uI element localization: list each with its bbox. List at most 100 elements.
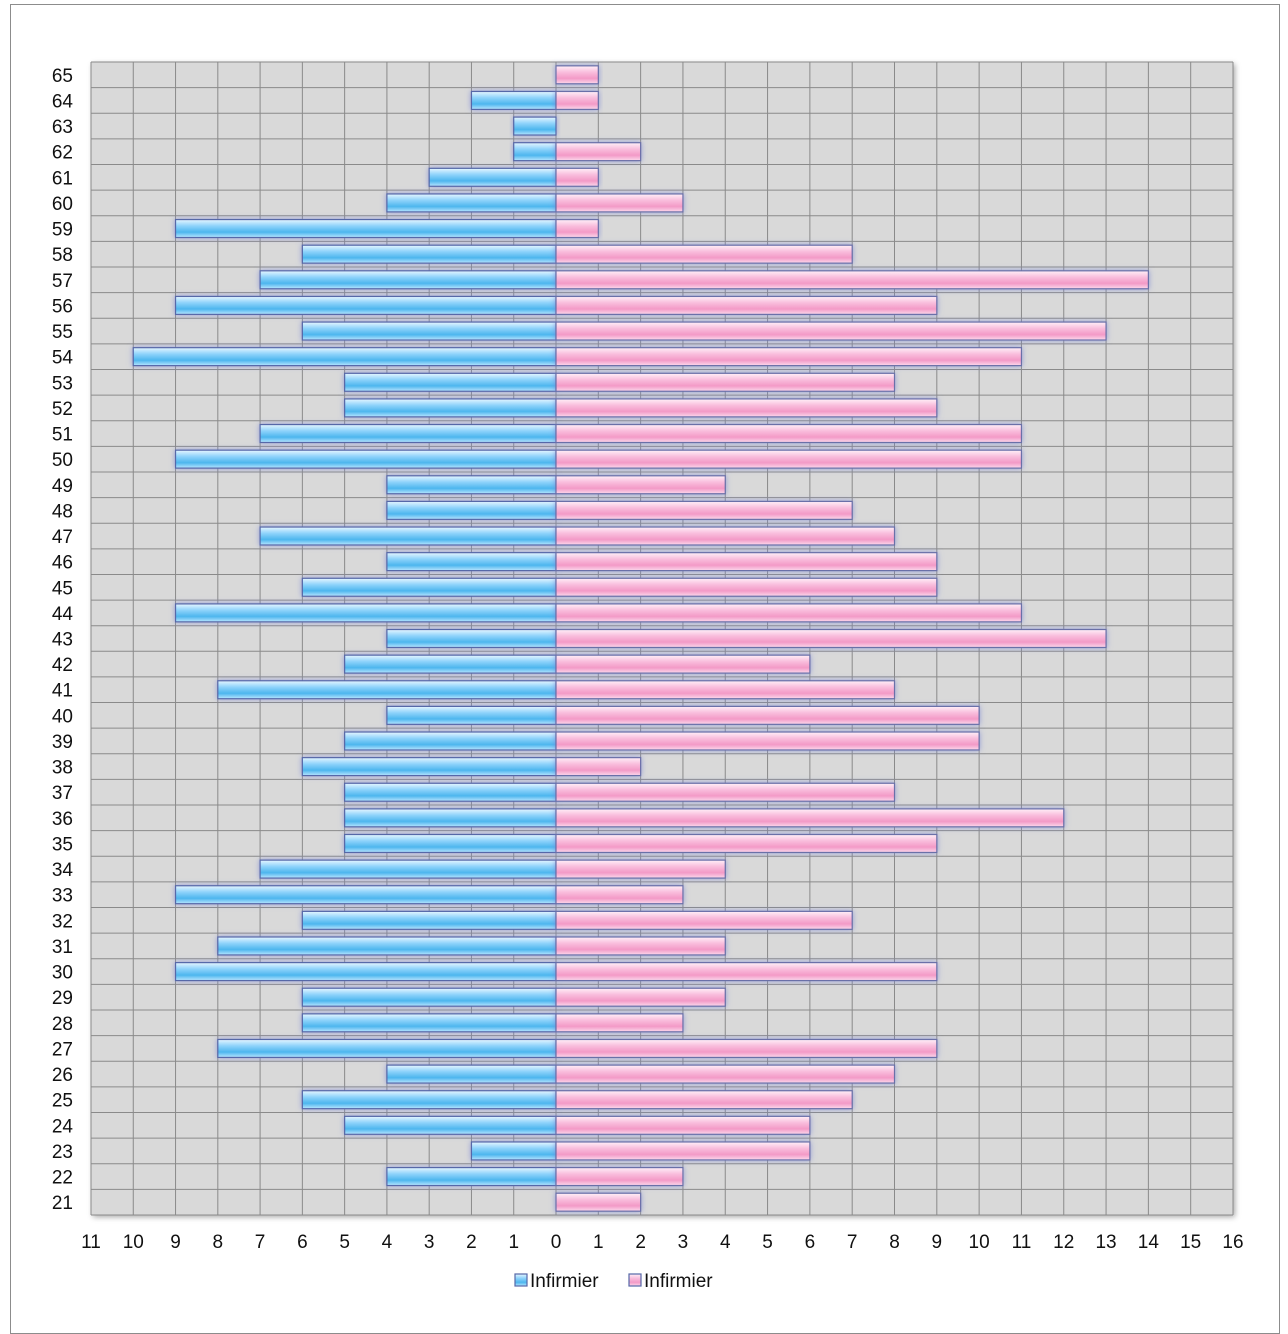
bar-right-age-37 bbox=[555, 782, 896, 802]
bar-right-age-62 bbox=[555, 142, 642, 162]
bar-left-age-36 bbox=[344, 808, 557, 828]
bar-right-age-65 bbox=[555, 65, 599, 85]
bar-right-age-42 bbox=[555, 654, 811, 674]
bar-left-age-39 bbox=[344, 731, 557, 751]
bar-right-age-24 bbox=[555, 1115, 811, 1135]
bar-left-age-60 bbox=[386, 193, 557, 213]
bar-right-age-41 bbox=[555, 680, 896, 700]
y-tick-label: 47 bbox=[52, 527, 73, 548]
x-tick-label: 2 bbox=[635, 1232, 646, 1253]
bar-right-age-36 bbox=[555, 808, 1065, 828]
y-tick-label: 58 bbox=[52, 245, 73, 266]
bar-left-age-63 bbox=[513, 116, 557, 136]
bar-left-age-34 bbox=[259, 859, 557, 879]
bar-right-age-25 bbox=[555, 1090, 853, 1110]
bar-right-age-57 bbox=[555, 270, 1149, 290]
bar-left-age-46 bbox=[386, 552, 557, 572]
bar-right-age-38 bbox=[555, 757, 642, 777]
bar-left-age-61 bbox=[428, 167, 557, 187]
bar-right-age-60 bbox=[555, 193, 684, 213]
y-tick-label: 65 bbox=[52, 66, 73, 87]
y-tick-label: 55 bbox=[52, 322, 73, 343]
y-tick-label: 33 bbox=[52, 886, 73, 907]
x-tick-label: 3 bbox=[678, 1232, 689, 1253]
bar-right-age-46 bbox=[555, 552, 938, 572]
x-tick-label: 4 bbox=[382, 1232, 393, 1253]
bar-left-age-47 bbox=[259, 526, 557, 546]
x-tick-label: 12 bbox=[1053, 1232, 1074, 1253]
bar-right-age-56 bbox=[555, 295, 938, 315]
bar-left-age-54 bbox=[132, 347, 557, 367]
bar-left-age-51 bbox=[259, 423, 557, 444]
bar-right-age-61 bbox=[555, 167, 599, 187]
bar-right-age-29 bbox=[555, 987, 726, 1007]
y-tick-label: 21 bbox=[52, 1193, 73, 1214]
bar-right-age-22 bbox=[555, 1166, 684, 1187]
bar-right-age-33 bbox=[555, 885, 684, 905]
y-tick-label: 31 bbox=[52, 937, 73, 958]
bar-right-age-44 bbox=[555, 603, 1023, 623]
bar-left-age-41 bbox=[217, 680, 557, 700]
x-tick-label: 14 bbox=[1138, 1232, 1160, 1253]
y-tick-label: 49 bbox=[52, 476, 73, 497]
bar-left-age-26 bbox=[386, 1064, 557, 1084]
bar-right-age-30 bbox=[555, 962, 938, 982]
bar-left-age-29 bbox=[301, 987, 557, 1007]
y-tick-label: 50 bbox=[52, 450, 73, 471]
y-tick-label: 36 bbox=[52, 809, 73, 830]
x-tick-label: 15 bbox=[1180, 1232, 1201, 1253]
bar-right-age-55 bbox=[555, 321, 1107, 341]
bar-left-age-42 bbox=[344, 654, 557, 674]
y-tick-label: 28 bbox=[52, 1014, 73, 1035]
bar-right-age-31 bbox=[555, 936, 726, 956]
y-tick-label: 34 bbox=[52, 860, 74, 881]
bar-right-age-32 bbox=[555, 910, 853, 930]
bar-left-age-22 bbox=[386, 1166, 557, 1187]
x-tick-label: 13 bbox=[1095, 1232, 1116, 1253]
bar-left-age-55 bbox=[301, 321, 557, 341]
bar-right-age-26 bbox=[555, 1064, 896, 1084]
bar-right-age-40 bbox=[555, 705, 980, 725]
x-tick-label: 8 bbox=[889, 1232, 900, 1253]
y-tick-label: 37 bbox=[52, 783, 73, 804]
y-tick-label: 39 bbox=[52, 732, 73, 753]
x-tick-label: 1 bbox=[508, 1232, 519, 1253]
y-tick-label: 30 bbox=[52, 963, 73, 984]
x-tick-label: 5 bbox=[762, 1232, 773, 1253]
bar-right-age-43 bbox=[555, 628, 1107, 649]
x-tick-label: 11 bbox=[81, 1232, 101, 1253]
population-pyramid-chart: 2122232425262728293031323334353637383940… bbox=[52, 61, 1244, 1292]
y-tick-label: 42 bbox=[52, 655, 73, 676]
y-tick-label: 22 bbox=[52, 1168, 73, 1189]
bar-right-age-51 bbox=[555, 423, 1023, 444]
y-tick-label: 35 bbox=[52, 834, 73, 855]
y-tick-label: 38 bbox=[52, 758, 73, 779]
bar-left-age-53 bbox=[344, 372, 557, 392]
y-tick-label: 41 bbox=[52, 681, 73, 702]
y-tick-label: 45 bbox=[52, 578, 73, 599]
x-tick-label: 16 bbox=[1222, 1232, 1243, 1253]
bar-right-age-28 bbox=[555, 1013, 684, 1033]
bar-right-age-35 bbox=[555, 833, 938, 854]
y-tick-label: 62 bbox=[52, 143, 73, 164]
y-tick-label: 32 bbox=[52, 911, 73, 932]
bar-left-age-64 bbox=[470, 90, 557, 111]
bar-left-age-62 bbox=[513, 142, 557, 162]
y-tick-label: 56 bbox=[52, 296, 73, 317]
y-tick-label: 43 bbox=[52, 630, 73, 651]
y-tick-label: 40 bbox=[52, 706, 73, 727]
y-tick-label: 46 bbox=[52, 553, 73, 574]
y-tick-label: 59 bbox=[52, 220, 73, 241]
x-tick-label: 9 bbox=[932, 1232, 943, 1253]
y-tick-label: 51 bbox=[52, 425, 73, 446]
bar-right-age-47 bbox=[555, 526, 896, 546]
x-tick-label: 9 bbox=[170, 1232, 181, 1253]
bar-left-age-28 bbox=[301, 1013, 557, 1033]
legend-swatch-right bbox=[628, 1273, 642, 1287]
bar-left-age-31 bbox=[217, 936, 557, 956]
bar-left-age-38 bbox=[301, 757, 557, 777]
x-tick-label: 6 bbox=[805, 1232, 816, 1253]
chart-frame: 21 22 23 24 25 26 27 28 29 30 31 32 33 34 35 36 37 38 39 40… bbox=[10, 4, 1280, 1334]
bar-left-age-43 bbox=[386, 628, 557, 649]
x-tick-label: 3 bbox=[424, 1232, 435, 1253]
